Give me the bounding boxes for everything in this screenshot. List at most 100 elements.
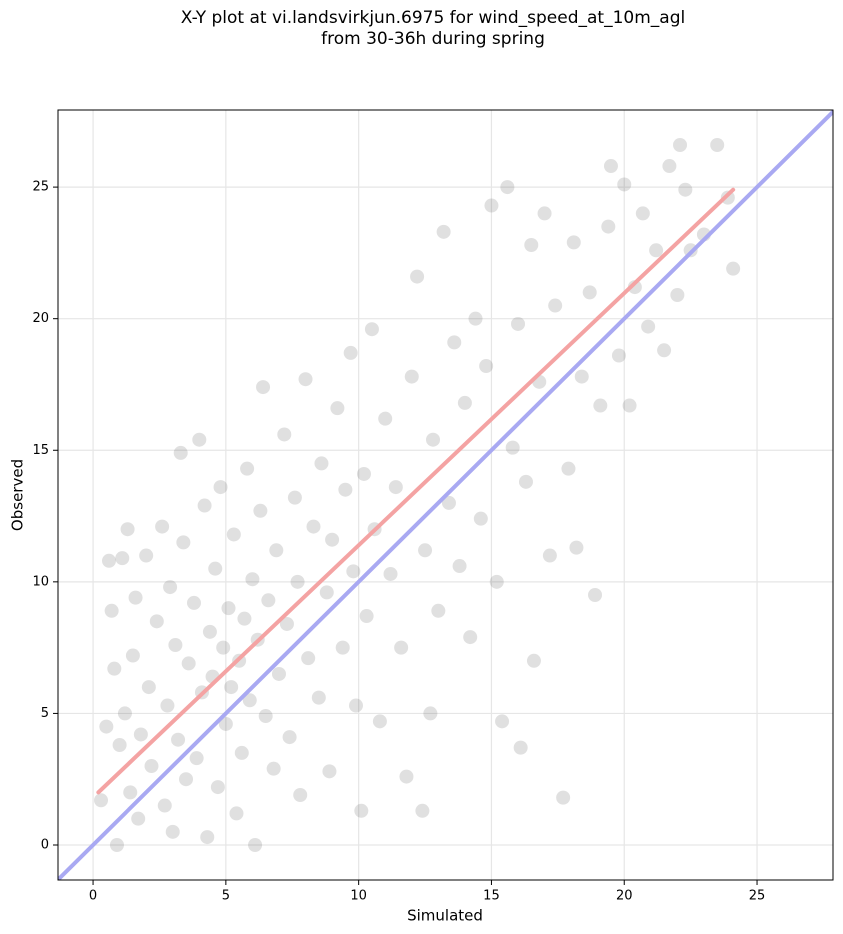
y-tick-label: 0 [41, 838, 49, 853]
point [240, 461, 255, 476]
point [133, 727, 148, 742]
point [617, 177, 632, 192]
point [611, 348, 626, 363]
point [253, 503, 268, 518]
point [343, 345, 358, 360]
point [468, 311, 483, 326]
point [372, 714, 387, 729]
point [139, 548, 154, 563]
point [120, 522, 135, 537]
point [526, 653, 541, 668]
point [622, 398, 637, 413]
point [277, 427, 292, 442]
point [179, 772, 194, 787]
point [348, 698, 363, 713]
point [131, 811, 146, 826]
point [566, 235, 581, 250]
point [418, 543, 433, 558]
point [354, 803, 369, 818]
point [649, 243, 664, 258]
point [287, 490, 302, 505]
point [117, 706, 132, 721]
point [242, 693, 257, 708]
point [518, 474, 533, 489]
point [314, 456, 329, 471]
x-tick-label: 25 [749, 889, 766, 904]
point [94, 793, 109, 808]
y-tick-label: 15 [32, 443, 49, 458]
point [306, 519, 321, 534]
y-tick-label: 5 [41, 706, 49, 721]
point [359, 609, 374, 624]
point [495, 714, 510, 729]
axes-frame [57, 109, 834, 881]
point [319, 585, 334, 600]
point [248, 838, 263, 852]
point [556, 790, 571, 805]
point [452, 559, 467, 574]
point [673, 138, 688, 152]
point [208, 561, 223, 576]
point [561, 461, 576, 476]
point [261, 593, 276, 608]
point [123, 785, 138, 800]
point [505, 440, 520, 455]
point [181, 656, 196, 671]
point [383, 566, 398, 581]
x-tick-label: 10 [350, 889, 367, 904]
point [186, 595, 201, 610]
y-tick-label: 10 [32, 574, 49, 589]
x-tick-label: 5 [222, 889, 230, 904]
point [473, 511, 488, 526]
point [266, 761, 281, 776]
point [426, 432, 441, 447]
point [356, 466, 371, 481]
point [394, 640, 409, 655]
y-tick-label: 25 [32, 180, 49, 195]
y-axis-label: Observed [9, 459, 27, 531]
x-tick-label: 20 [616, 889, 633, 904]
point [112, 738, 127, 752]
point [163, 580, 178, 595]
point [710, 138, 725, 152]
point [176, 535, 191, 550]
point [202, 624, 217, 639]
point [107, 661, 122, 676]
point [173, 445, 188, 460]
point [144, 759, 159, 774]
point [537, 206, 552, 221]
point [224, 680, 239, 695]
point [548, 298, 563, 313]
point [513, 740, 528, 755]
point [404, 369, 419, 384]
point [229, 806, 244, 821]
point [641, 319, 656, 334]
point [489, 574, 504, 589]
point [415, 803, 430, 818]
chart-title: X-Y plot at vi.landsvirkjun.6975 for win… [180, 8, 686, 49]
point [216, 640, 231, 655]
point [484, 198, 499, 213]
point [237, 611, 252, 626]
point [269, 543, 284, 558]
point [423, 706, 438, 721]
point [635, 206, 650, 221]
point [335, 640, 350, 655]
point [410, 269, 425, 284]
point [388, 480, 403, 495]
point [99, 719, 114, 734]
point [524, 238, 539, 252]
point [574, 369, 589, 384]
point [603, 159, 618, 174]
ticks: 0 5 10 15 20 25 0 5 10 15 20 25 [32, 180, 765, 904]
point [115, 551, 130, 566]
point [726, 261, 741, 276]
point [298, 372, 313, 387]
point [168, 638, 183, 652]
point [221, 601, 236, 616]
point [569, 540, 584, 555]
point [325, 532, 340, 547]
point [104, 603, 119, 618]
point [338, 482, 353, 497]
